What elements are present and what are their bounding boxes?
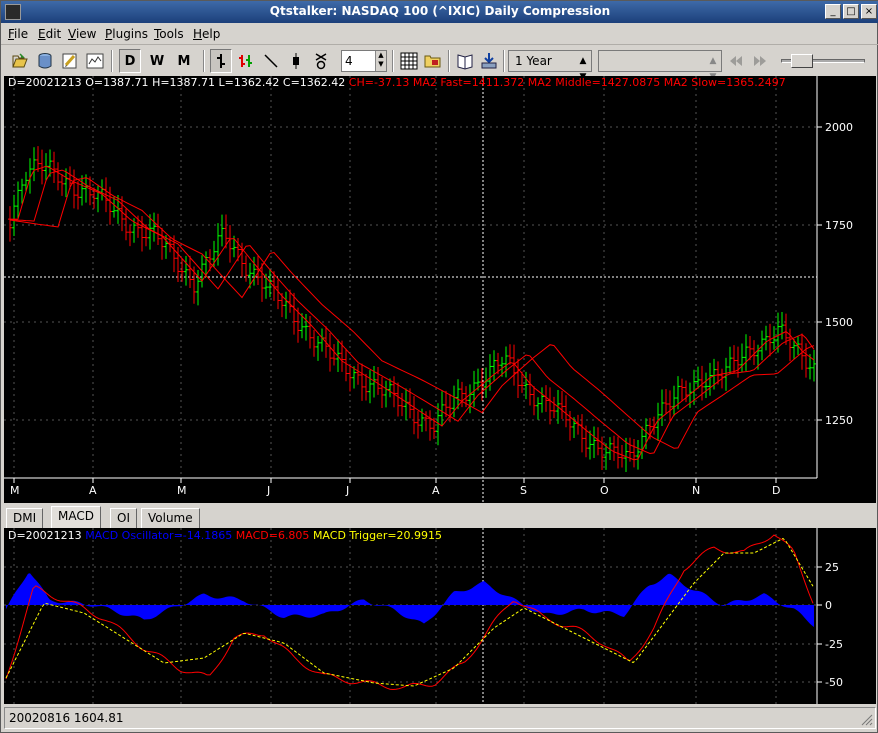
download-icon[interactable] (478, 49, 500, 73)
menu-plugins[interactable]: Plugins (105, 27, 148, 41)
scroll-left-icon[interactable] (725, 49, 747, 73)
y-axis-label: -50 (825, 676, 843, 689)
maximize-button[interactable]: □ (843, 4, 859, 19)
paintbar-icon[interactable] (235, 49, 257, 73)
toolbar-separator (111, 50, 113, 72)
monthly-button[interactable]: M (177, 53, 191, 69)
slider-thumb[interactable] (791, 54, 813, 68)
zoom-slider[interactable] (781, 54, 865, 68)
indicator-icon[interactable] (84, 49, 106, 73)
tab-dmi[interactable]: DMI (6, 508, 44, 528)
macd-status-macd: MACD=6.805 (235, 529, 310, 542)
close-button[interactable]: × (861, 4, 877, 19)
toolbar-separator (203, 50, 205, 72)
bar-chart-icon[interactable] (210, 49, 232, 73)
y-axis-label: 1500 (825, 316, 853, 329)
status-high: H=1387.71 (152, 76, 216, 89)
y-axis-label: 1250 (825, 414, 853, 427)
daily-button[interactable]: D (119, 49, 141, 73)
menu-view[interactable]: View (68, 27, 97, 41)
indicator-tabs: DMI MACD OI Volume (4, 506, 876, 528)
point-figure-icon[interactable] (310, 49, 332, 73)
scroll-right-icon[interactable] (749, 49, 771, 73)
toolbar-separator (392, 50, 394, 72)
macd-background (4, 528, 876, 704)
range-value: 1 Year (515, 54, 552, 68)
line-chart-icon[interactable] (260, 49, 282, 73)
window-title: Qtstalker: NASDAQ 100 (^IXIC) Daily Comp… (269, 4, 611, 18)
indicator-select[interactable]: ▲▼ (598, 50, 722, 82)
macd-status-oscillator: MACD Oscillator=-14.1865 (85, 529, 233, 542)
tab-volume[interactable]: Volume (141, 508, 200, 528)
status-bar-text: 20020816 1604.81 (9, 711, 124, 725)
x-axis-label: S (520, 484, 527, 497)
moving-average-line (9, 169, 815, 455)
moving-average-line (9, 177, 815, 449)
toolbar-separator (503, 50, 505, 72)
menu-bar: File Edit View Plugins Tools Help (1, 23, 878, 45)
updown-arrow-icon: ▲▼ (709, 56, 717, 82)
status-date: D=20021213 (8, 76, 82, 89)
menu-tools[interactable]: Tools (154, 27, 184, 41)
x-axis-label: A (89, 484, 97, 497)
status-close: C=1362.42 (282, 76, 346, 89)
macd-status-line: D=20021213 MACD Oscillator=-14.1865 MACD… (8, 529, 442, 542)
chart-background (4, 76, 876, 503)
macd-status-date: D=20021213 (8, 529, 82, 542)
grid-icon[interactable] (398, 49, 420, 73)
title-bar[interactable]: Qtstalker: NASDAQ 100 (^IXIC) Daily Comp… (1, 1, 878, 23)
status-indicators: CH=-37.13 MA2 Fast=1411.372 MA2 Middle=1… (348, 76, 786, 89)
updown-arrow-icon: ▲▼ (579, 56, 587, 82)
x-axis-label: M (10, 484, 20, 497)
macd-chart[interactable]: 25 0 -25 -50 (4, 528, 876, 704)
toolbar-separator (448, 50, 450, 72)
status-bar: 20020816 1604.81 (4, 707, 876, 729)
x-axis-label: N (692, 484, 700, 497)
status-low: L=1362.42 (218, 76, 280, 89)
price-status-line: D=20021213 O=1387.71 H=1387.71 L=1362.42… (8, 76, 786, 89)
macd-oscillator (6, 573, 814, 627)
status-open: O=1387.71 (85, 76, 149, 89)
range-select[interactable]: 1 Year ▲▼ (508, 50, 592, 82)
x-axis-label: A (432, 484, 440, 497)
minimize-button[interactable]: _ (825, 4, 841, 19)
menu-file[interactable]: File (8, 27, 29, 41)
y-axis-label: 25 (825, 561, 839, 574)
weekly-button[interactable]: W (149, 53, 165, 69)
resize-grip-icon[interactable] (859, 712, 873, 726)
y-axis-label: 1750 (825, 219, 853, 232)
y-axis-label: -25 (825, 638, 843, 651)
bar-spacing-spinbox[interactable]: 4 ▲ ▼ (341, 50, 387, 72)
app-icon[interactable] (5, 4, 21, 20)
moving-average-line (10, 165, 815, 461)
y-axis-label: 0 (825, 599, 832, 612)
price-chart-panel[interactable]: 2000 1750 1500 1250 M A M J J A S O N D D=20021213 O=… (4, 76, 876, 503)
book-icon[interactable] (454, 49, 476, 73)
x-axis-label: O (600, 484, 609, 497)
tab-oi[interactable]: OI (110, 508, 137, 528)
menu-help[interactable]: Help (193, 27, 221, 41)
price-chart[interactable]: 2000 1750 1500 1250 M A M J J A S O N D (4, 76, 876, 503)
toolbar: D W M 4 ▲ ▼ (1, 46, 878, 82)
x-axis-label: D (772, 484, 780, 497)
bar-spacing-value: 4 (345, 54, 353, 68)
candle-chart-icon[interactable] (285, 49, 307, 73)
macd-trigger-line (5, 537, 814, 687)
database-icon[interactable] (34, 49, 56, 73)
macd-status-trigger: MACD Trigger=20.9915 (312, 529, 443, 542)
x-axis-label: J (266, 484, 270, 497)
folder-icon[interactable] (422, 49, 444, 73)
macd-chart-panel[interactable]: 25 0 -25 -50 D=20021213 MACD Oscillator=-14… (4, 528, 876, 704)
edit-icon[interactable] (59, 49, 81, 73)
x-axis-label: J (345, 484, 349, 497)
open-chart-icon[interactable] (9, 49, 31, 73)
spin-arrows[interactable]: ▲ ▼ (375, 51, 386, 71)
y-axis-label: 2000 (825, 121, 853, 134)
x-axis-label: M (177, 484, 187, 497)
tab-macd[interactable]: MACD (51, 506, 101, 528)
slider-track (781, 59, 865, 63)
menu-edit[interactable]: Edit (38, 27, 62, 41)
